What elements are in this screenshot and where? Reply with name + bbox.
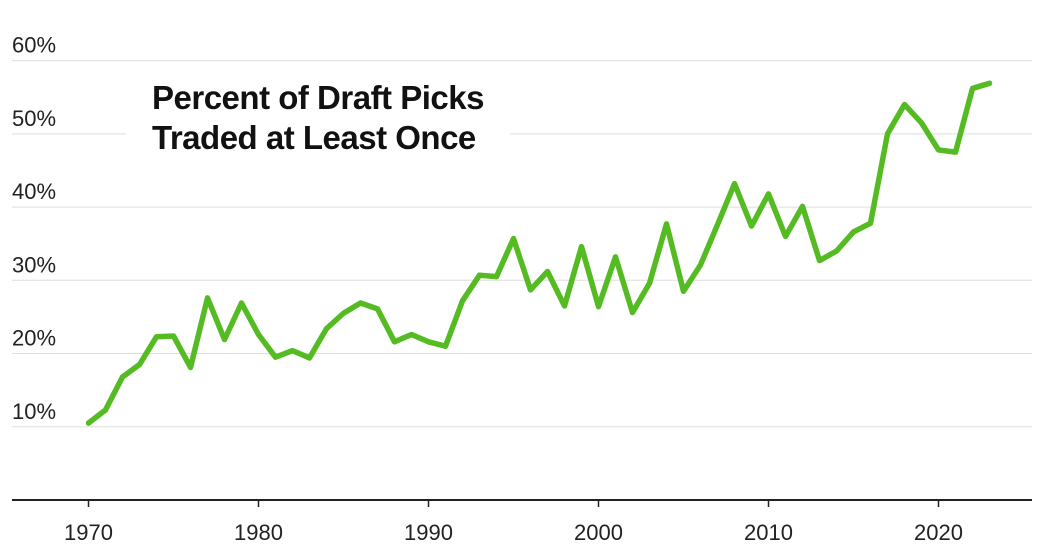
data-point-1978 xyxy=(222,337,228,343)
x-tick-label-1980: 1980 xyxy=(234,520,283,545)
series-line xyxy=(85,80,993,426)
data-point-1971 xyxy=(103,407,109,413)
data-point-2006 xyxy=(698,262,704,268)
data-point-1972 xyxy=(120,374,126,380)
data-point-2001 xyxy=(613,254,619,260)
x-tick-label-2020: 2020 xyxy=(914,520,963,545)
data-point-1998 xyxy=(562,303,568,309)
y-tick-label-10: 10% xyxy=(12,399,56,424)
data-point-1997 xyxy=(545,269,551,275)
data-point-1970 xyxy=(86,420,92,426)
y-tick-label-20: 20% xyxy=(12,326,56,351)
data-point-1995 xyxy=(511,236,517,242)
data-point-1976 xyxy=(188,364,194,370)
data-point-1993 xyxy=(477,272,483,278)
data-point-2009 xyxy=(749,223,755,229)
y-tick-label-60: 60% xyxy=(12,33,56,58)
data-point-2021 xyxy=(953,149,959,155)
data-point-2022 xyxy=(970,85,976,91)
data-point-1983 xyxy=(307,355,313,361)
data-point-1987 xyxy=(375,306,381,312)
data-point-2003 xyxy=(647,280,653,286)
y-tick-label-40: 40% xyxy=(12,179,56,204)
data-point-1990 xyxy=(426,339,432,345)
x-axis: 1970 1980 1990 2000 2010 2020 xyxy=(12,499,1032,545)
data-point-2016 xyxy=(868,220,874,226)
x-tick-label-1970: 1970 xyxy=(64,520,113,545)
data-point-2012 xyxy=(800,203,806,209)
data-point-2015 xyxy=(851,229,857,235)
data-point-1975 xyxy=(171,333,177,339)
x-tick-label-1990: 1990 xyxy=(404,520,453,545)
data-point-1973 xyxy=(137,362,143,368)
data-point-1981 xyxy=(273,354,279,360)
chart-annotation: Percent of Draft Picks Traded at Least O… xyxy=(126,76,510,162)
data-point-2023 xyxy=(987,80,993,86)
data-point-2010 xyxy=(766,191,772,197)
x-tick-label-2000: 2000 xyxy=(574,520,623,545)
data-point-1974 xyxy=(154,334,160,340)
data-point-2007 xyxy=(715,222,721,228)
data-point-2008 xyxy=(732,181,738,187)
data-point-1979 xyxy=(239,300,245,306)
data-point-1982 xyxy=(290,348,296,354)
data-point-1996 xyxy=(528,287,534,293)
data-point-2018 xyxy=(902,102,908,108)
data-point-1977 xyxy=(205,295,211,301)
data-point-2013 xyxy=(817,258,823,264)
data-point-1986 xyxy=(358,300,364,306)
y-tick-label-50: 50% xyxy=(12,106,56,131)
y-axis-tick-labels: 10% 20% 30% 40% 50% 60% xyxy=(12,33,56,424)
data-point-1992 xyxy=(460,298,466,304)
data-point-1999 xyxy=(579,244,585,250)
y-tick-label-30: 30% xyxy=(12,252,56,277)
data-point-1984 xyxy=(324,326,330,332)
data-point-2014 xyxy=(834,248,840,254)
x-tick-label-2010: 2010 xyxy=(744,520,793,545)
data-point-1994 xyxy=(494,274,500,280)
data-point-2011 xyxy=(783,233,789,239)
data-point-1989 xyxy=(409,332,415,338)
data-point-2005 xyxy=(681,288,687,294)
data-point-2020 xyxy=(936,147,942,153)
series-layer xyxy=(85,80,993,426)
annotation-line-2: Traded at Least Once xyxy=(152,119,476,156)
data-point-2017 xyxy=(885,131,891,137)
data-point-2000 xyxy=(596,304,602,310)
data-point-1988 xyxy=(392,339,398,345)
data-point-1985 xyxy=(341,310,347,316)
data-point-1991 xyxy=(443,343,449,349)
data-point-2002 xyxy=(630,310,636,316)
data-point-2004 xyxy=(664,221,670,227)
annotation-line-1: Percent of Draft Picks xyxy=(152,79,484,116)
data-point-1980 xyxy=(256,332,262,338)
data-point-2019 xyxy=(919,120,925,126)
